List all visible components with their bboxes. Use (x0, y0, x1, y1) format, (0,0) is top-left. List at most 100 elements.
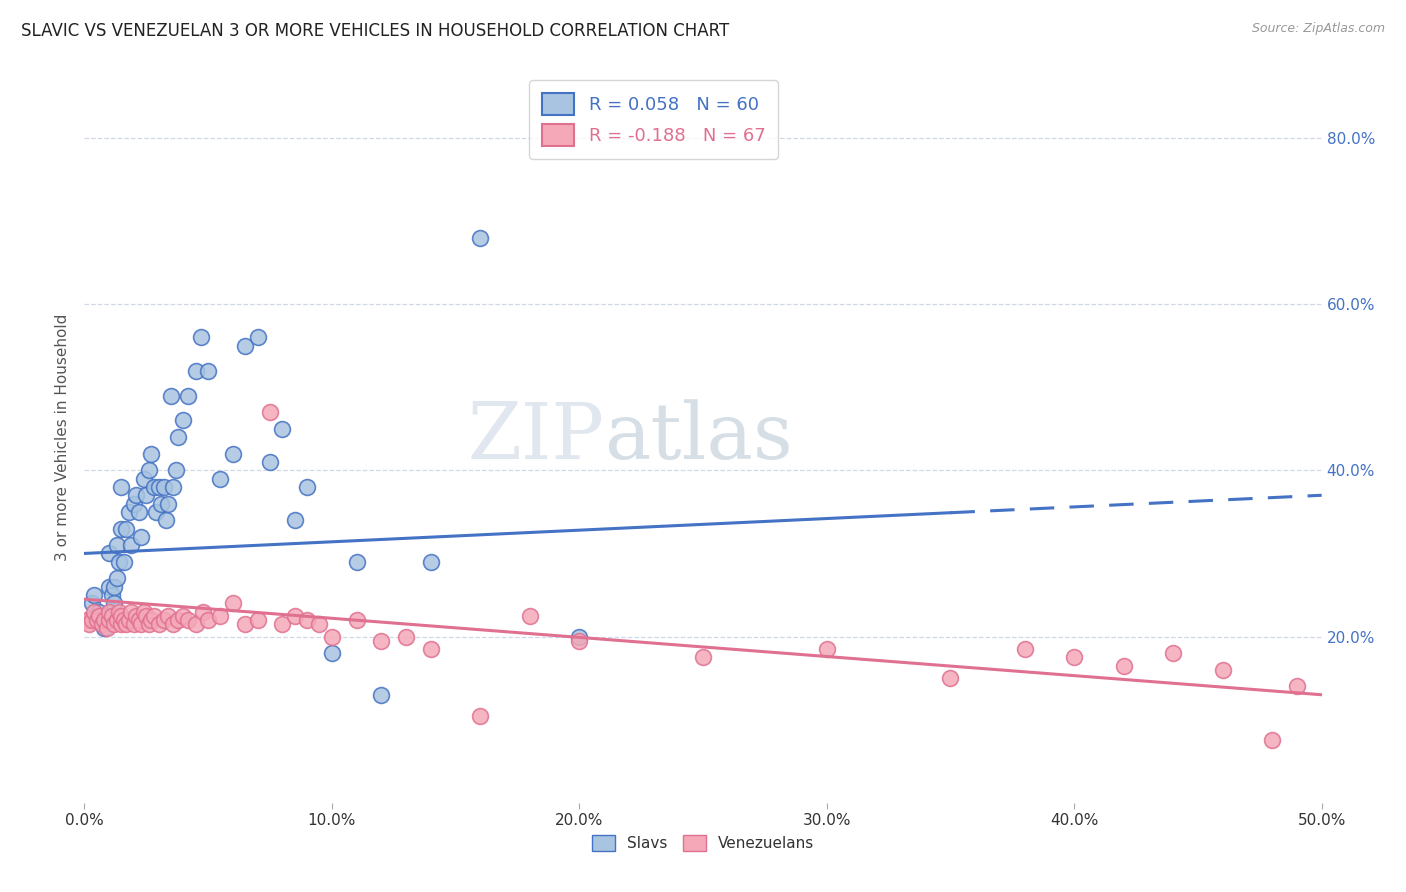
Point (115, 521, 138, 535)
Text: Source: ZipAtlas.com: Source: ZipAtlas.com (1251, 22, 1385, 36)
Point (160, 388, 183, 402)
Point (103, 580, 125, 594)
Point (83, 605, 105, 619)
Point (132, 472, 155, 486)
Point (1212, 663, 1234, 677)
Point (110, 480, 132, 494)
Point (145, 505, 167, 519)
Point (103, 617, 125, 632)
Point (103, 596, 125, 610)
Point (568, 630, 591, 644)
Point (1161, 646, 1184, 660)
Point (419, 642, 441, 657)
Point (115, 617, 138, 632)
Point (108, 605, 131, 619)
Point (470, 708, 492, 723)
Point (321, 630, 343, 644)
Point (259, 405, 281, 419)
Point (96, 608, 118, 623)
Point (86, 613, 108, 627)
Point (135, 608, 157, 623)
Point (89, 608, 111, 623)
Point (222, 447, 245, 461)
Point (100, 588, 122, 602)
Point (79, 617, 101, 632)
Point (80, 596, 103, 610)
Point (233, 338, 256, 352)
Point (419, 555, 441, 569)
Point (692, 650, 714, 665)
Point (295, 613, 318, 627)
Point (470, 230, 492, 244)
Point (105, 571, 128, 585)
Point (128, 613, 150, 627)
Text: SLAVIC VS VENEZUELAN 3 OR MORE VEHICLES IN HOUSEHOLD CORRELATION CHART: SLAVIC VS VENEZUELAN 3 OR MORE VEHICLES … (21, 22, 730, 40)
Point (157, 497, 180, 511)
Point (370, 633, 392, 648)
Point (184, 617, 207, 632)
Point (1112, 658, 1135, 673)
Y-axis label: 3 or more Vehicles in Household: 3 or more Vehicles in Household (55, 313, 70, 561)
Point (105, 613, 128, 627)
Point (191, 605, 214, 619)
Point (105, 538, 128, 552)
Point (112, 613, 135, 627)
Point (150, 497, 173, 511)
Point (939, 671, 962, 685)
Point (141, 613, 163, 627)
Point (184, 363, 207, 377)
Point (129, 530, 152, 544)
Point (209, 608, 232, 623)
Point (259, 455, 281, 469)
Point (98, 580, 121, 594)
Point (162, 480, 184, 494)
Point (370, 688, 392, 702)
Text: atlas: atlas (605, 400, 793, 475)
Point (321, 646, 343, 660)
Point (172, 413, 194, 427)
Point (118, 613, 141, 627)
Point (152, 613, 174, 627)
Point (110, 521, 132, 535)
Point (128, 505, 150, 519)
Point (233, 617, 256, 632)
Point (148, 480, 170, 494)
Point (129, 617, 152, 632)
Point (125, 608, 148, 623)
Point (222, 596, 245, 610)
Point (1285, 680, 1308, 694)
Point (118, 505, 141, 519)
Point (98, 546, 121, 560)
Point (152, 480, 174, 494)
Point (308, 617, 330, 632)
Point (395, 630, 418, 644)
Point (125, 488, 148, 502)
Point (83, 588, 105, 602)
Point (197, 363, 219, 377)
Point (132, 605, 155, 619)
Point (284, 608, 307, 623)
Point (76, 613, 98, 627)
Point (141, 447, 163, 461)
Point (90, 617, 112, 632)
Point (271, 422, 294, 436)
Legend: Slavs, Venezuelans: Slavs, Venezuelans (586, 829, 820, 857)
Point (177, 388, 200, 402)
Point (157, 608, 180, 623)
Point (120, 538, 142, 552)
Point (197, 613, 219, 627)
Point (80, 613, 103, 627)
Point (120, 605, 142, 619)
Point (815, 642, 838, 657)
Point (165, 463, 187, 477)
Point (86, 613, 108, 627)
Point (246, 613, 269, 627)
Point (142, 480, 165, 494)
Point (122, 617, 145, 632)
Point (1014, 642, 1036, 657)
Point (112, 555, 135, 569)
Point (519, 608, 541, 623)
Point (96, 621, 118, 635)
Point (271, 617, 294, 632)
Point (142, 608, 165, 623)
